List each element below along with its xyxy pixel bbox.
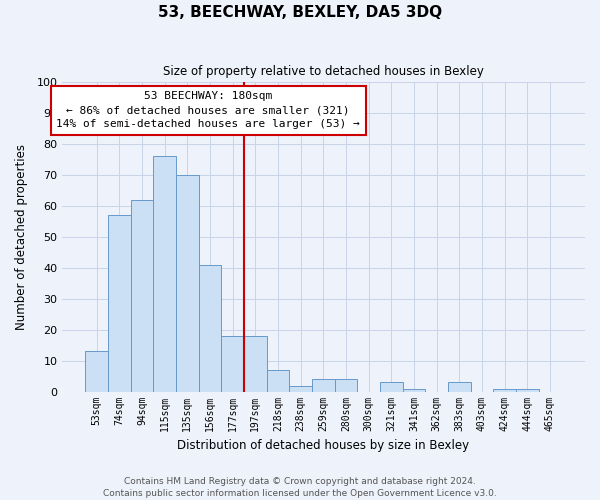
X-axis label: Distribution of detached houses by size in Bexley: Distribution of detached houses by size … <box>177 440 469 452</box>
Text: 53 BEECHWAY: 180sqm
← 86% of detached houses are smaller (321)
14% of semi-detac: 53 BEECHWAY: 180sqm ← 86% of detached ho… <box>56 91 360 129</box>
Bar <box>312 380 335 392</box>
Title: Size of property relative to detached houses in Bexley: Size of property relative to detached ho… <box>163 65 484 78</box>
Bar <box>199 264 221 392</box>
Bar <box>153 156 176 392</box>
Bar <box>244 336 266 392</box>
Bar <box>335 380 357 392</box>
Bar <box>516 388 539 392</box>
Bar <box>108 215 131 392</box>
Text: 53, BEECHWAY, BEXLEY, DA5 3DQ: 53, BEECHWAY, BEXLEY, DA5 3DQ <box>158 5 442 20</box>
Bar <box>448 382 470 392</box>
Bar <box>289 386 312 392</box>
Bar <box>85 352 108 392</box>
Bar <box>266 370 289 392</box>
Y-axis label: Number of detached properties: Number of detached properties <box>15 144 28 330</box>
Text: Contains HM Land Registry data © Crown copyright and database right 2024.
Contai: Contains HM Land Registry data © Crown c… <box>103 476 497 498</box>
Bar <box>176 175 199 392</box>
Bar <box>403 388 425 392</box>
Bar <box>380 382 403 392</box>
Bar <box>221 336 244 392</box>
Bar <box>131 200 153 392</box>
Bar <box>493 388 516 392</box>
